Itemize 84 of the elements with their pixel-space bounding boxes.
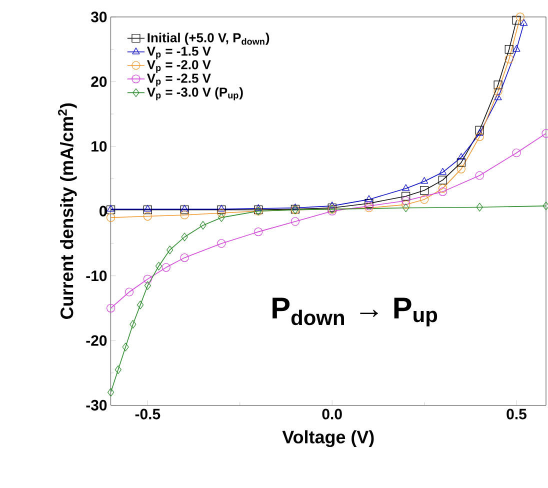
point — [456, 164, 466, 174]
point — [494, 80, 502, 90]
point — [217, 239, 226, 248]
point — [143, 205, 152, 214]
point — [107, 204, 115, 212]
point — [402, 200, 410, 209]
point — [402, 184, 410, 191]
point — [218, 213, 225, 222]
point — [504, 44, 514, 54]
point — [162, 263, 170, 272]
point — [108, 388, 114, 397]
x-tick-label: -0.5 — [135, 408, 160, 420]
x-tick-label: 0.5 — [506, 408, 526, 420]
point — [122, 342, 129, 352]
point — [114, 365, 122, 374]
point — [364, 199, 374, 208]
x-axis-title: Voltage (V) — [282, 430, 374, 447]
y-tick-label: -20 — [86, 335, 107, 346]
point — [130, 320, 136, 329]
point — [254, 204, 262, 211]
legend-label: V$_{p}$ = -2.0 V — [146, 60, 211, 73]
y-tick-label: 20 — [91, 76, 107, 87]
point — [438, 184, 448, 193]
point — [494, 94, 502, 100]
point — [328, 202, 336, 208]
point — [180, 204, 188, 212]
point — [180, 253, 189, 262]
point — [475, 132, 484, 141]
point — [420, 176, 428, 184]
point — [200, 221, 206, 230]
point — [494, 87, 502, 96]
point — [180, 205, 189, 214]
point — [504, 54, 514, 64]
legend-label: Initial (+5.0 V, P$_{down}$) — [148, 32, 270, 45]
point — [512, 44, 520, 52]
point — [144, 204, 152, 212]
point — [456, 158, 466, 167]
point — [420, 195, 429, 204]
point — [512, 16, 521, 24]
point — [420, 186, 429, 195]
point — [476, 129, 484, 136]
x-tick-label: 0.0 — [322, 408, 342, 420]
point — [476, 202, 483, 212]
legend-label: V$_{p}$ = -1.5 V — [146, 46, 211, 60]
point — [291, 204, 299, 210]
point — [516, 12, 524, 22]
point — [438, 168, 446, 175]
y-tick-label: -10 — [86, 270, 107, 282]
y-tick-label: 30 — [90, 12, 107, 22]
point — [166, 246, 174, 254]
point — [365, 195, 373, 202]
annotation: P$_{down}$ → P$_{up}$ — [272, 298, 438, 326]
point — [438, 176, 448, 184]
point — [217, 208, 226, 218]
point — [402, 204, 410, 212]
y-tick-label: -30 — [86, 400, 107, 411]
y-tick-label: 10 — [92, 141, 107, 152]
point — [143, 212, 152, 221]
legend-label: V$_{p}$ = -2.5 V — [146, 74, 211, 86]
point — [290, 217, 300, 226]
point — [106, 205, 116, 214]
point — [144, 281, 151, 290]
point — [217, 205, 226, 214]
point — [402, 192, 410, 200]
point — [143, 274, 152, 284]
point — [181, 232, 188, 242]
point — [218, 204, 226, 212]
point — [124, 288, 134, 296]
point — [402, 196, 410, 205]
point — [512, 148, 521, 158]
legend-label: V$_{p}$ = -3.0 V (P$_{up}$) — [146, 87, 243, 100]
y-tick-label: 0 — [100, 206, 107, 216]
point — [254, 227, 263, 236]
y-axis-title: Current density (mA/cm$^{2}$) — [58, 103, 77, 319]
point — [155, 262, 162, 270]
point — [106, 213, 116, 222]
point — [475, 171, 484, 180]
point — [520, 19, 528, 26]
point — [438, 187, 448, 196]
point — [180, 210, 189, 220]
point — [457, 153, 465, 160]
point — [106, 304, 116, 312]
point — [475, 126, 484, 134]
point — [137, 300, 144, 310]
